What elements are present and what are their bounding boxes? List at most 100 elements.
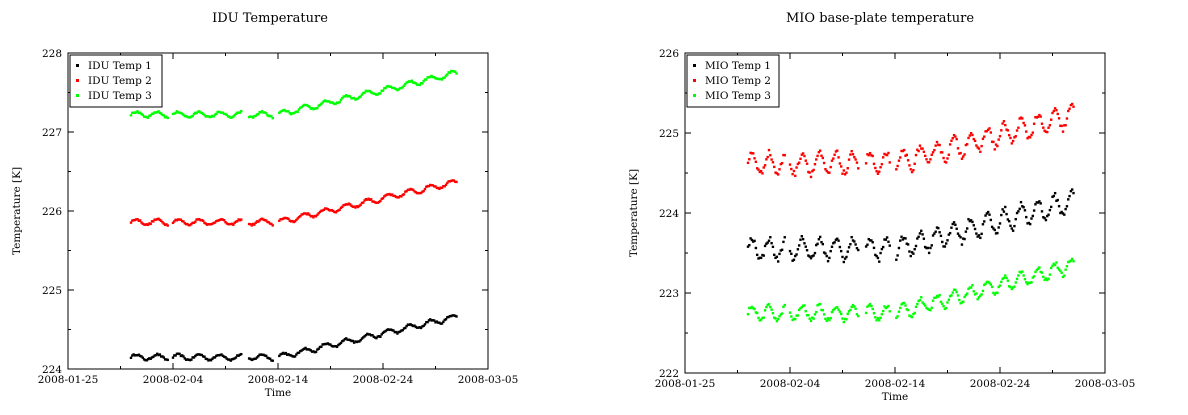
data-point xyxy=(388,328,391,332)
data-point xyxy=(929,158,932,161)
data-point xyxy=(161,355,164,358)
data-point xyxy=(870,304,873,308)
data-point xyxy=(137,219,141,222)
data-point xyxy=(203,113,206,117)
data-point xyxy=(973,139,977,143)
data-point xyxy=(393,87,397,90)
data-point xyxy=(1053,107,1057,110)
data-point xyxy=(992,140,995,144)
data-point xyxy=(250,224,253,227)
data-point xyxy=(400,86,403,90)
data-point xyxy=(1070,102,1074,106)
data-point xyxy=(788,311,792,314)
data-point xyxy=(409,80,412,83)
data-point xyxy=(762,316,765,319)
data-point xyxy=(829,316,832,320)
data-point xyxy=(438,321,441,324)
data-point xyxy=(931,234,935,237)
data-point xyxy=(182,113,185,117)
data-point xyxy=(180,354,184,357)
data-point xyxy=(828,256,831,260)
data-point xyxy=(448,180,452,183)
data-point xyxy=(410,188,414,191)
data-point xyxy=(1065,265,1069,268)
data-point xyxy=(415,191,419,195)
data-point xyxy=(393,330,397,334)
data-point xyxy=(131,219,134,222)
data-point xyxy=(981,223,985,226)
data-point xyxy=(993,228,996,232)
data-point xyxy=(845,255,848,259)
y-tick-label: 222 xyxy=(659,368,679,380)
data-point xyxy=(306,104,310,108)
data-point xyxy=(270,359,273,362)
data-point xyxy=(948,295,952,298)
data-point xyxy=(885,153,889,157)
data-point xyxy=(807,254,810,257)
data-point xyxy=(775,319,779,323)
data-point xyxy=(994,291,998,295)
data-point xyxy=(788,249,792,253)
data-point xyxy=(832,242,835,245)
data-point xyxy=(1021,205,1024,208)
data-point xyxy=(421,190,424,194)
data-point xyxy=(318,345,322,349)
data-point xyxy=(853,155,856,159)
data-point xyxy=(1044,218,1048,222)
data-point xyxy=(452,314,456,317)
data-point xyxy=(375,93,378,97)
data-point xyxy=(948,143,952,146)
data-point xyxy=(935,140,939,144)
data-point xyxy=(132,218,135,222)
data-point xyxy=(931,299,935,302)
data-point xyxy=(225,357,229,360)
data-point xyxy=(297,351,301,354)
data-point xyxy=(799,157,802,160)
data-point xyxy=(280,217,284,221)
data-point xyxy=(174,354,177,357)
data-point xyxy=(944,242,948,245)
data-point xyxy=(791,318,794,322)
data-point xyxy=(1004,274,1007,277)
data-point xyxy=(417,191,420,195)
data-point xyxy=(233,221,236,224)
data-point xyxy=(824,317,827,321)
data-point xyxy=(430,74,433,78)
data-point xyxy=(832,308,835,312)
data-point xyxy=(291,354,294,358)
data-point xyxy=(759,256,763,260)
data-point xyxy=(308,213,311,217)
data-point xyxy=(977,147,981,150)
data-point xyxy=(830,310,834,314)
data-point xyxy=(965,143,969,146)
data-point xyxy=(845,171,848,174)
data-point xyxy=(864,311,868,315)
data-point xyxy=(331,345,335,348)
data-point xyxy=(818,235,822,239)
data-point xyxy=(346,338,349,341)
data-point xyxy=(440,186,444,189)
data-point xyxy=(267,114,271,118)
data-point xyxy=(920,229,923,233)
data-point xyxy=(360,201,364,205)
data-point xyxy=(195,111,198,115)
data-point xyxy=(325,207,328,210)
data-point xyxy=(753,307,756,311)
data-point xyxy=(1061,212,1065,215)
data-point xyxy=(841,172,844,175)
data-point xyxy=(955,227,958,230)
data-point xyxy=(178,111,181,114)
data-point xyxy=(358,204,361,208)
data-point xyxy=(268,222,272,225)
data-point xyxy=(450,69,453,73)
data-point xyxy=(1051,111,1054,115)
data-point xyxy=(236,354,239,357)
data-point xyxy=(897,159,901,162)
data-point xyxy=(1064,207,1067,211)
data-point xyxy=(318,103,322,107)
data-point xyxy=(780,248,784,252)
x-tick-label: 2008-03-05 xyxy=(1075,378,1136,390)
data-point xyxy=(356,205,360,209)
data-point xyxy=(310,107,314,110)
data-point xyxy=(881,245,885,249)
